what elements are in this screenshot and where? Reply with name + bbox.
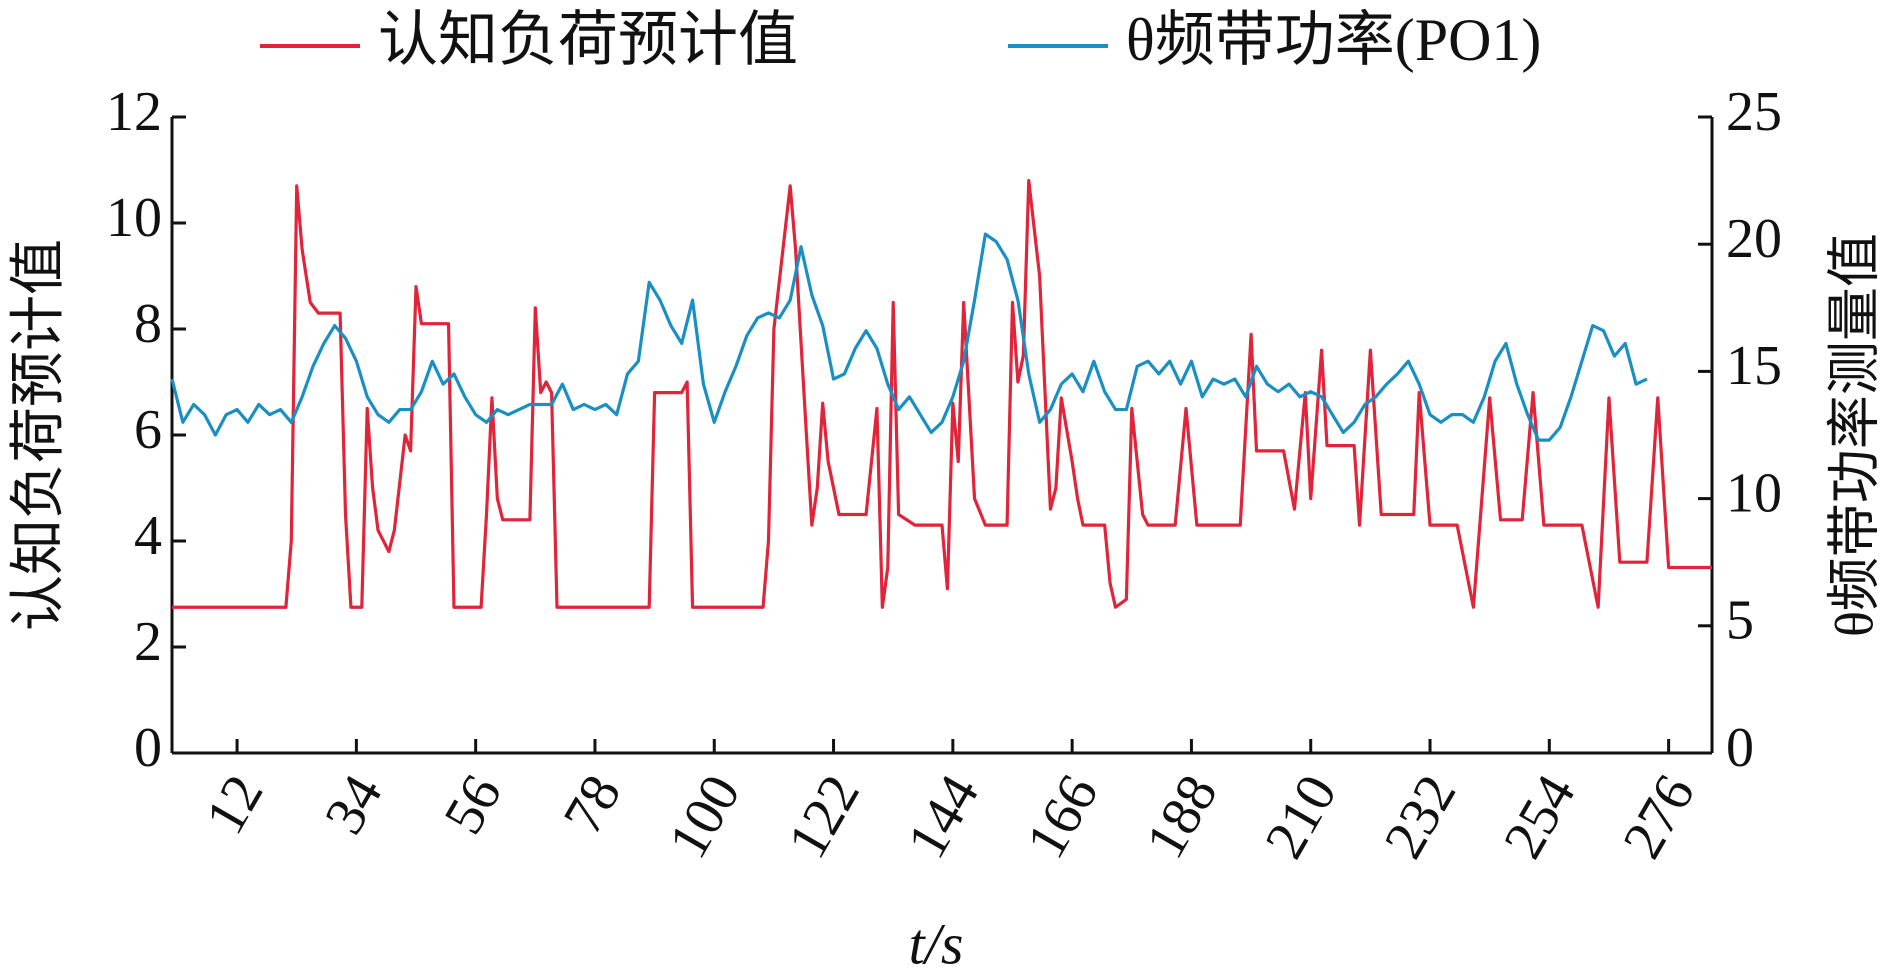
x-tick-label: 144 bbox=[896, 765, 992, 869]
x-tick-label: 210 bbox=[1253, 765, 1349, 869]
y-tick-label: 12 bbox=[106, 81, 162, 143]
x-tick-label: 78 bbox=[552, 765, 634, 845]
series-line bbox=[172, 179, 1712, 609]
legend-label: 认知负荷预计值 bbox=[378, 7, 798, 73]
legend-label: θ频带功率(PO1) bbox=[1126, 7, 1541, 73]
y2-tick-label: 5 bbox=[1726, 590, 1754, 652]
x-tick-label: 254 bbox=[1492, 765, 1588, 869]
x-tick-label: 232 bbox=[1373, 765, 1469, 869]
y2-tick-label: 25 bbox=[1726, 81, 1782, 143]
series-line bbox=[170, 232, 1648, 442]
x-tick-label: 12 bbox=[194, 765, 276, 845]
y2-axis-title: θ频带功率测量值 bbox=[1824, 233, 1884, 637]
x-axis-title: t/s bbox=[909, 911, 964, 976]
x-tick-label: 166 bbox=[1015, 765, 1111, 869]
y2-tick-label: 15 bbox=[1726, 335, 1782, 397]
legend: 认知负荷预计值 θ频带功率(PO1) bbox=[260, 7, 1541, 73]
x-tick-label: 188 bbox=[1134, 765, 1230, 869]
y-tick-label: 4 bbox=[134, 505, 162, 567]
x-tick-label: 100 bbox=[657, 765, 753, 869]
y2-tick-label: 10 bbox=[1726, 462, 1782, 524]
y2-tick-label: 0 bbox=[1726, 717, 1754, 779]
x-tick-label: 276 bbox=[1611, 765, 1707, 869]
y-axis-title: 认知负荷预计值 bbox=[8, 239, 70, 631]
x-tick-label: 122 bbox=[776, 765, 872, 869]
y-tick-label: 2 bbox=[134, 611, 162, 673]
x-tick-label: 34 bbox=[313, 765, 395, 845]
y-tick-label: 10 bbox=[106, 187, 162, 249]
y-tick-label: 6 bbox=[134, 399, 162, 461]
y2-tick-label: 20 bbox=[1726, 208, 1782, 270]
y-tick-label: 0 bbox=[134, 717, 162, 779]
x-tick-label: 56 bbox=[432, 765, 514, 845]
y-tick-label: 8 bbox=[134, 293, 162, 355]
